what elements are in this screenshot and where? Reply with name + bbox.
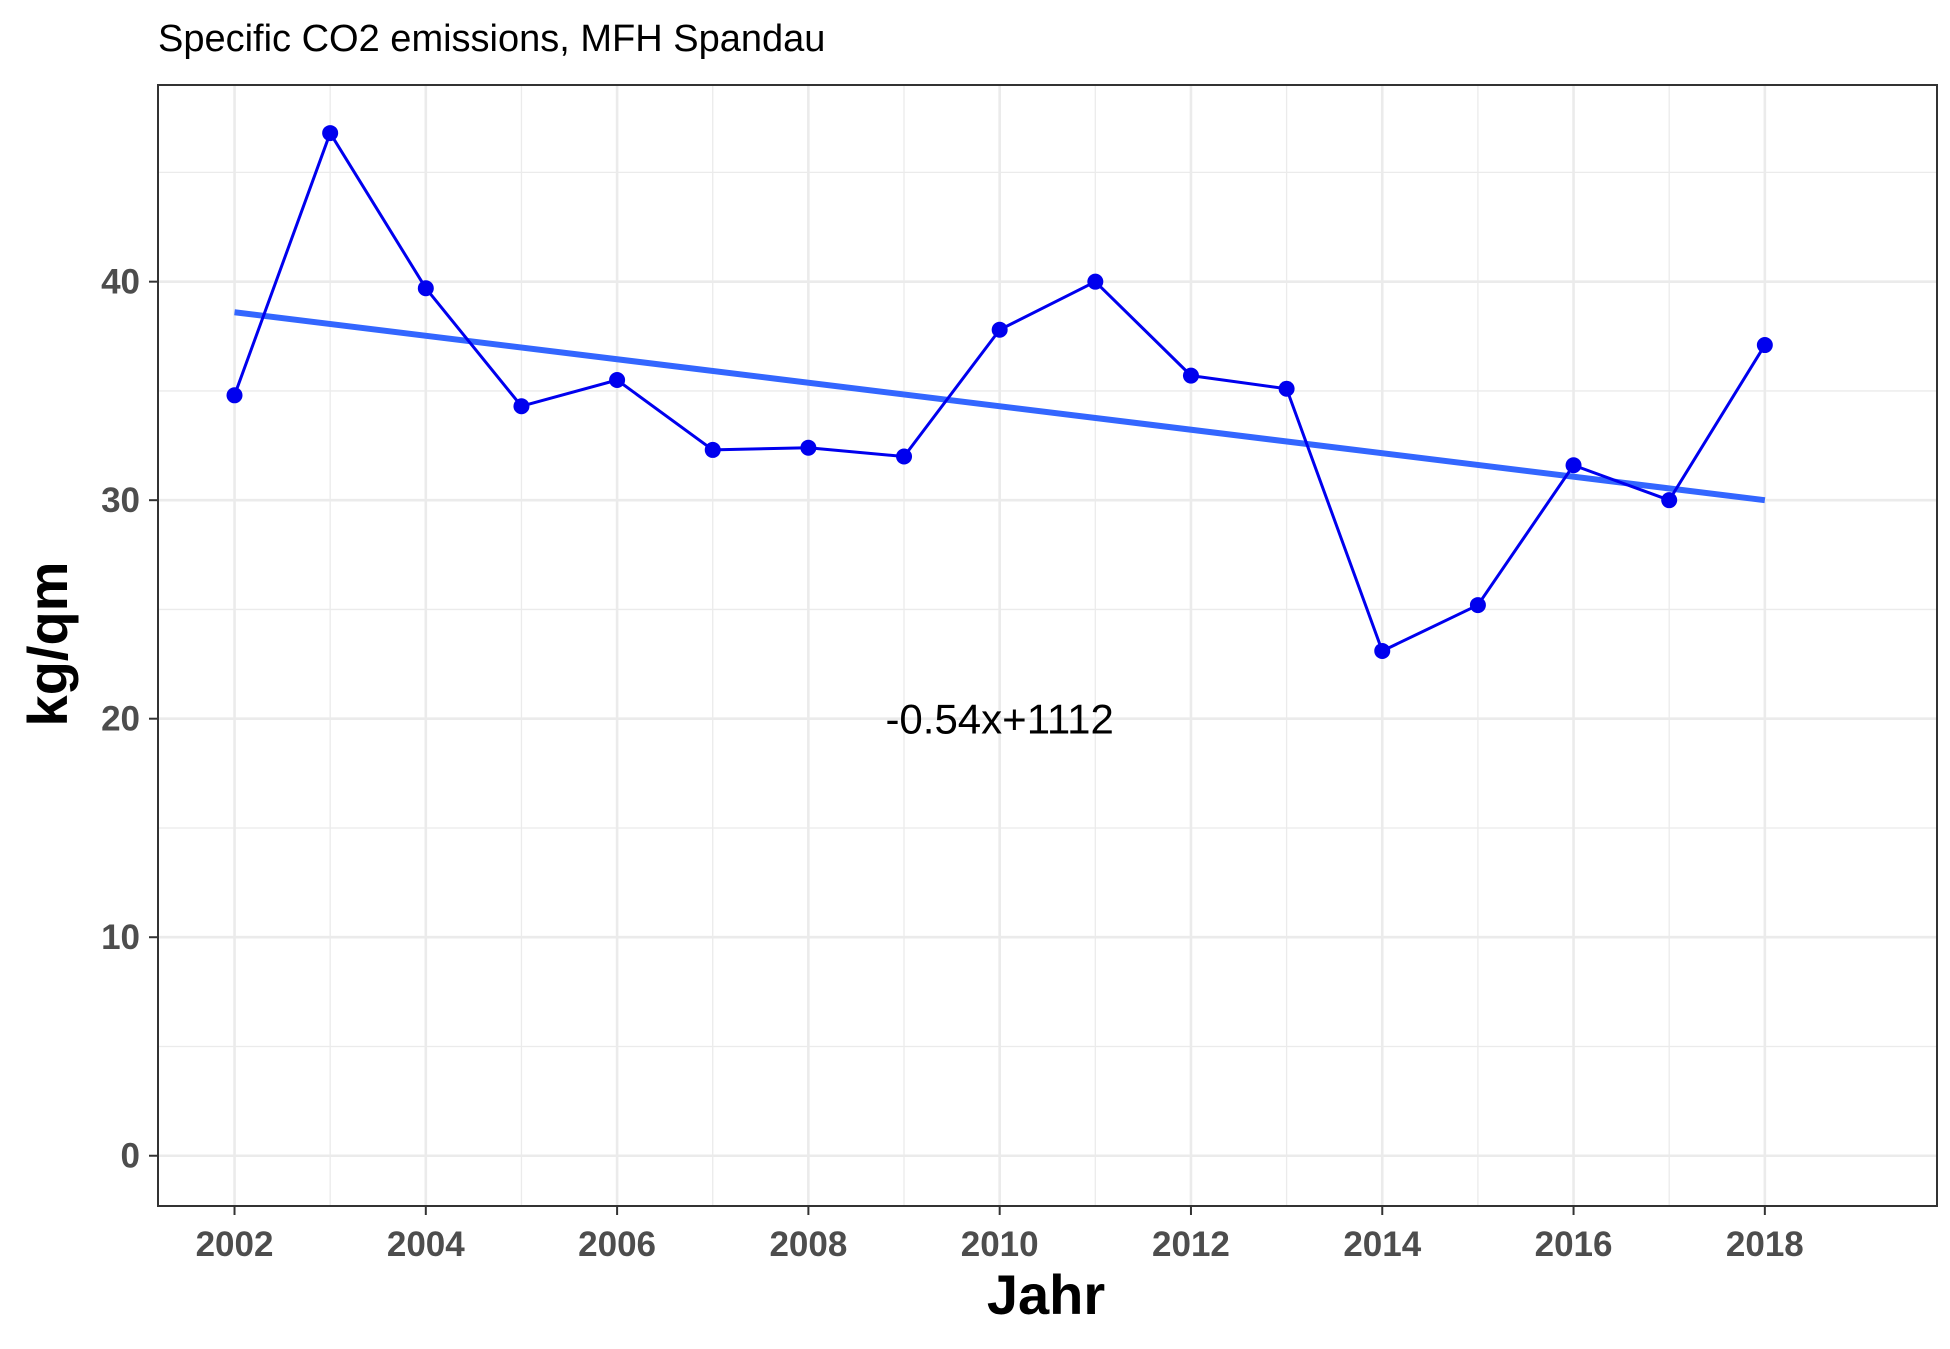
- trend-line: [234, 309, 1766, 504]
- data-point: [513, 398, 530, 415]
- y-tick-label: 10: [101, 918, 140, 957]
- data-point: [226, 387, 243, 404]
- data-point: [1565, 457, 1582, 474]
- x-tick-label: 2014: [1343, 1225, 1421, 1264]
- data-point: [417, 280, 434, 297]
- x-tick-label: 2012: [1152, 1225, 1230, 1264]
- data-point: [704, 441, 721, 458]
- x-tick-label: 2002: [196, 1225, 274, 1264]
- x-tick-label: 2008: [769, 1225, 847, 1264]
- major-gridlines: [158, 85, 1937, 1206]
- y-axis-title: kg/qm: [16, 562, 79, 727]
- data-point: [1469, 597, 1486, 614]
- y-tick-label: 40: [101, 263, 140, 302]
- data-point: [991, 321, 1008, 338]
- x-tick-label: 2018: [1726, 1225, 1804, 1264]
- chart-title: Specific CO2 emissions, MFH Spandau: [158, 18, 825, 60]
- y-tick-label: 20: [101, 700, 140, 739]
- data-point: [1278, 380, 1295, 397]
- x-axis-title: Jahr: [987, 1263, 1105, 1326]
- data-point: [1374, 642, 1391, 659]
- y-axis-ticks: 0 10 20 30 40: [101, 263, 158, 1176]
- x-tick-label: 2016: [1535, 1225, 1613, 1264]
- x-axis-ticks: 2002 2004 2006 2008 2010 2012 2014 2016 2018: [196, 1206, 1804, 1264]
- x-tick-label: 2010: [961, 1225, 1039, 1264]
- data-points-group: [226, 125, 1773, 659]
- data-point: [1661, 492, 1678, 509]
- y-tick-label: 30: [101, 481, 140, 520]
- x-tick-label: 2004: [387, 1225, 465, 1264]
- data-point: [800, 439, 817, 456]
- data-point: [1756, 337, 1773, 354]
- panel-border: [157, 84, 1938, 1207]
- data-point: [896, 448, 913, 465]
- data-point: [1182, 367, 1199, 384]
- data-point: [609, 372, 626, 388]
- x-tick-label: 2006: [578, 1225, 656, 1264]
- trend-equation-annotation: -0.54x+1112: [885, 696, 1113, 743]
- data-point: [322, 125, 339, 142]
- y-tick-label: 0: [121, 1137, 140, 1176]
- data-point: [1087, 273, 1104, 290]
- minor-gridlines: [158, 85, 1937, 1206]
